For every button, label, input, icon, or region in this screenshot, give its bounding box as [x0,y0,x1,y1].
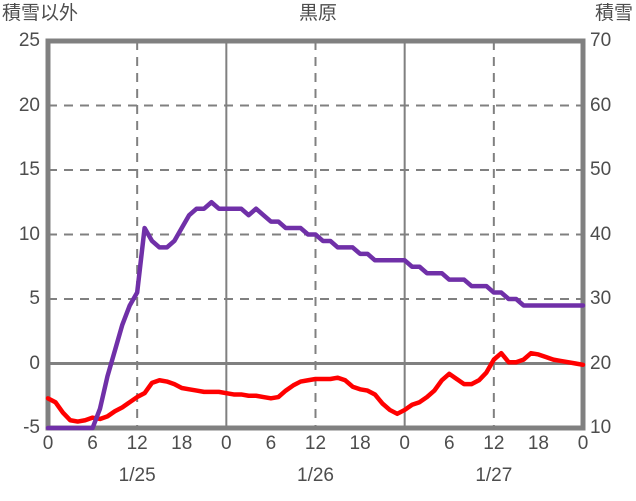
left-axis-title: 積雪以外 [2,3,79,24]
y-axis-tick-right: 70 [590,30,612,51]
x-axis-tick: 6 [87,433,98,454]
y-axis-tick-left: 25 [18,30,40,51]
series-lines [45,200,586,431]
x-axis-tick: 0 [221,433,232,454]
right-axis-title: 積雪 [594,3,633,24]
y-axis-tick-right: 50 [590,159,612,180]
y-axis-tick-right: 40 [590,223,612,245]
x-axis-tick: 12 [126,433,148,454]
y-axis-tick-left: -5 [23,417,40,438]
y-axis-tick-right: 10 [590,417,612,438]
x-axis-tick: 12 [483,433,505,454]
y-axis-tick-right: 60 [590,94,612,116]
y-axis-tick-right: 30 [590,288,612,309]
y-axis-tick-left: 15 [18,159,40,180]
x-axis-tick: 18 [527,433,549,454]
y-axis-tick-left: 0 [29,352,40,374]
x-axis-day-label: 1/25 [118,465,156,486]
x-axis-tick: 12 [304,433,327,454]
x-axis-tick: 18 [349,433,371,454]
y-axis-tick-left: 10 [18,223,40,245]
x-axis-tick: 6 [265,433,277,454]
y-axis-tick-right: 20 [590,352,612,374]
x-axis-tick: 18 [171,433,193,454]
x-axis-tick: 6 [443,433,455,454]
x-axis-day-label: 1/27 [475,465,513,486]
x-axis-tick: 0 [42,433,54,454]
x-axis-tick: 0 [399,433,410,454]
y-axis-tick-left: 20 [18,94,40,116]
x-axis-tick: 0 [577,433,589,454]
y-axis-tick-left: 5 [29,288,40,309]
chart-title: 黒原 [298,3,337,24]
x-axis-day-label: 1/26 [297,465,334,486]
